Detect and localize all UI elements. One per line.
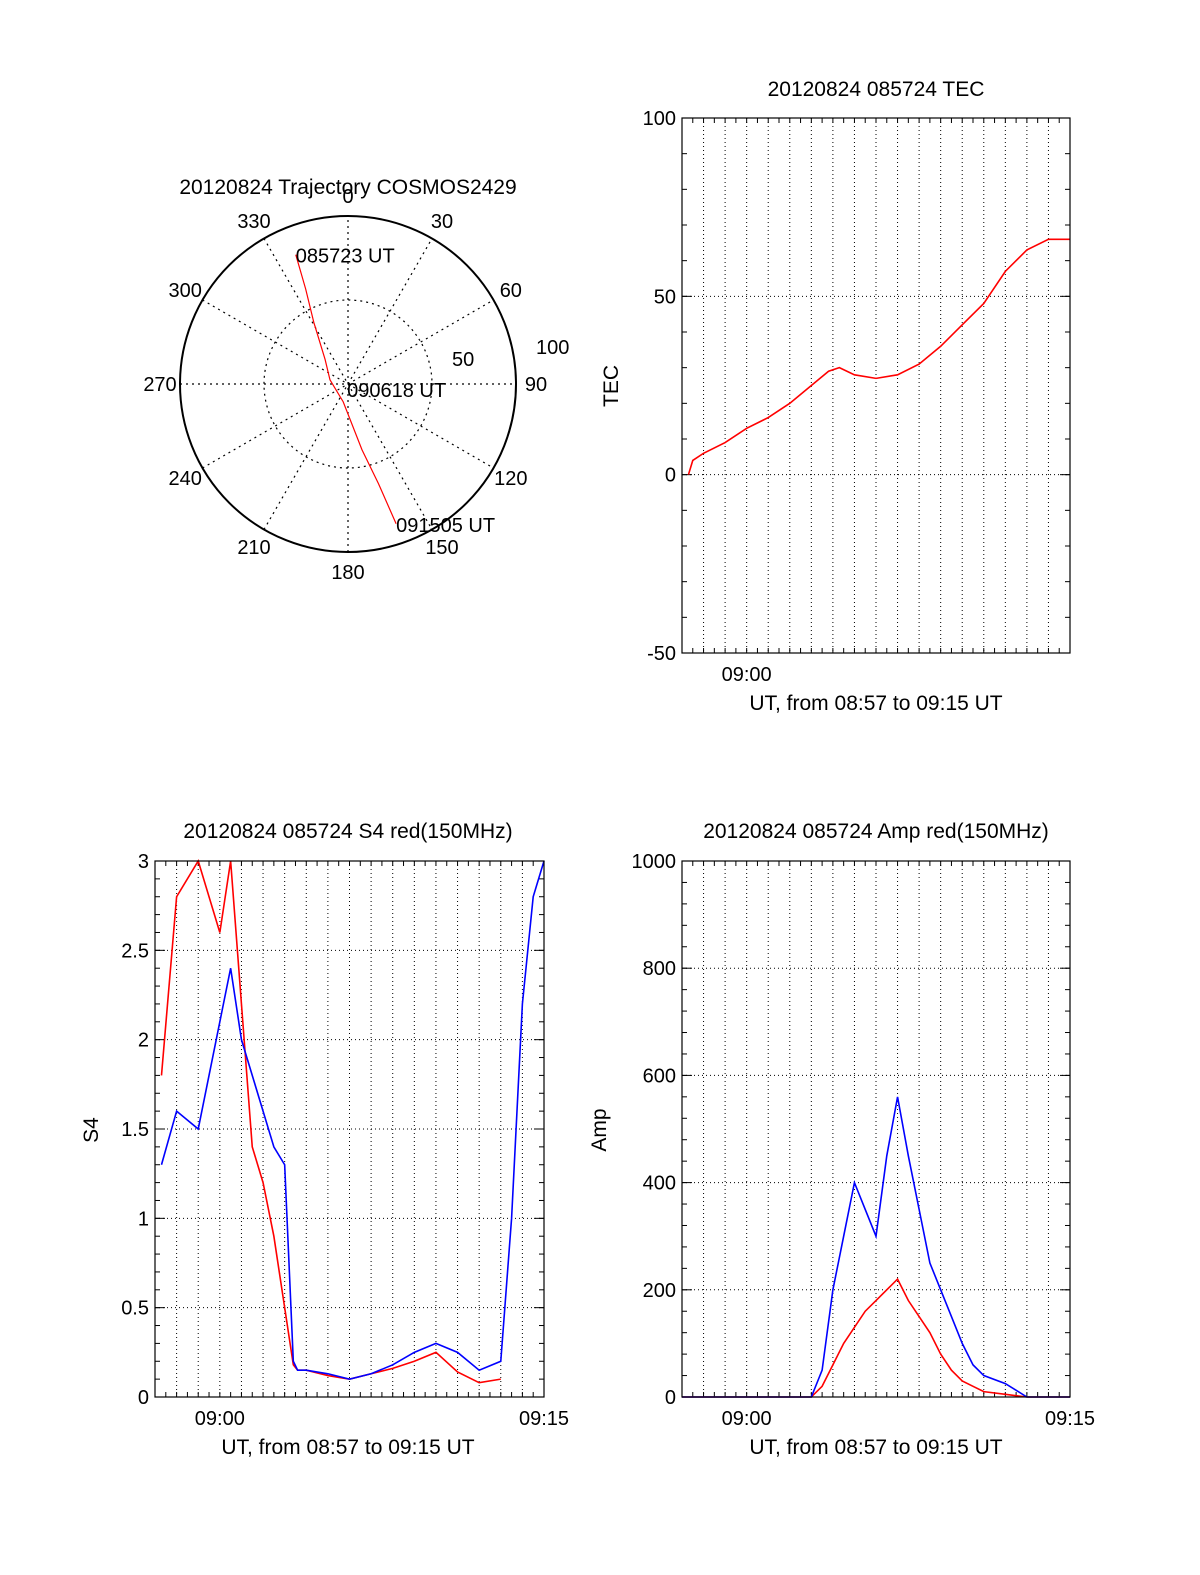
s4-ytick-label-3: 3: [138, 851, 149, 873]
tec-ytick-label-0: 0: [665, 465, 676, 487]
s4-series-0: [160, 859, 501, 1384]
amp-xtick-label-0900: 09:00: [722, 1408, 772, 1430]
trajectory-mid-label: 090618 UT: [347, 380, 446, 402]
s4-ytick-label-0: 0: [138, 1387, 149, 1409]
tec-plot-area: -50 0 50 100 09:00: [643, 108, 1071, 686]
polar-azimuth-label-0: 0: [342, 186, 353, 208]
amp-plot-area: 0 200 400 600 800 1000 09:00 09:15: [632, 851, 1096, 1430]
tec-ytick-label-50: 50: [654, 286, 676, 308]
polar-azimuth-label-90: 90: [525, 374, 547, 396]
polar-azimuth-label-30: 30: [431, 211, 453, 233]
tec-x-label: UT, from 08:57 to 09:15 UT: [749, 692, 1002, 715]
polar-azimuth-label-270: 270: [143, 374, 176, 396]
tec-xtick-label-0900: 09:00: [722, 664, 772, 686]
s4-frame: [154, 860, 545, 1398]
s4-y-label: S4: [80, 1117, 103, 1143]
trajectory-start-label: 085723 UT: [296, 246, 395, 268]
polar-azimuth-label-60: 60: [500, 280, 522, 302]
amp-ytick-label-1000: 1000: [632, 851, 677, 873]
s4-title: 20120824 085724 S4 red(150MHz): [183, 820, 512, 843]
polar-azimuth-label-180: 180: [331, 562, 364, 584]
polar-azimuth-label-300: 300: [168, 280, 201, 302]
polar-radial-label-50: 50: [452, 349, 474, 371]
amp-y-label: Amp: [588, 1108, 611, 1151]
amp-xtick-label-0915: 09:15: [1045, 1408, 1095, 1430]
amp-series-0: [682, 1277, 1070, 1398]
tec-frame: [681, 117, 1071, 654]
trajectory-end-label: 091505 UT: [396, 515, 495, 537]
amp-panel: 20120824 085724 Amp red(150MHz) 0 200 400 6…: [588, 820, 1095, 1459]
trajectory-line: [295, 254, 397, 525]
tec-y-label: TEC: [600, 365, 623, 407]
polar-azimuth-label-150: 150: [425, 537, 458, 559]
amp-x-label: UT, from 08:57 to 09:15 UT: [749, 1436, 1002, 1459]
s4-series-1: [160, 860, 545, 1380]
s4-ytick-label-2: 2: [138, 1030, 149, 1052]
polar-azimuth-labels: 0 30 60 90 120 150 180 210 240 270 300 330: [143, 186, 547, 584]
s4-ytick-label-1.5: 1.5: [121, 1119, 149, 1141]
amp-series-1: [682, 1096, 1070, 1398]
s4-plot-area: 0 0.5 1 1.5 2 2.5 3 09:00 09:15: [121, 851, 569, 1430]
amp-ytick-label-0: 0: [665, 1387, 676, 1409]
polar-azimuth-label-330: 330: [237, 211, 270, 233]
polar-azimuth-label-240: 240: [168, 468, 201, 490]
amp-ytick-label-800: 800: [643, 958, 676, 980]
amp-ytick-label-200: 200: [643, 1280, 676, 1302]
tec-title: 20120824 085724 TEC: [768, 78, 985, 101]
s4-ytick-label-1: 1: [138, 1208, 149, 1230]
s4-x-label: UT, from 08:57 to 09:15 UT: [221, 1436, 474, 1459]
s4-ytick-label-2.5: 2.5: [121, 940, 149, 962]
tec-panel: 20120824 085724 TEC -50 0 50 100 09:00 UT, f…: [600, 78, 1071, 715]
polar-azimuth-label-120: 120: [494, 468, 527, 490]
amp-ytick-label-600: 600: [643, 1065, 676, 1087]
tec-ytick-label--50: -50: [647, 643, 676, 665]
polar-radial-label-100: 100: [536, 337, 569, 359]
polar-spoke-150: [263, 238, 433, 530]
amp-title: 20120824 085724 Amp red(150MHz): [703, 820, 1049, 843]
trajectory-panel: 20120824 Trajectory COSMOS2429 0 30 60 90 12…: [143, 176, 569, 584]
tec-series-0: [687, 238, 1070, 475]
polar-azimuth-label-210: 210: [237, 537, 270, 559]
s4-xtick-label-0900: 09:00: [195, 1408, 245, 1430]
amp-frame: [681, 860, 1071, 1398]
s4-ytick-label-0.5: 0.5: [121, 1298, 149, 1320]
amp-ytick-label-400: 400: [643, 1173, 676, 1195]
s4-panel: 20120824 085724 S4 red(150MHz) 0 0.5 1 1.5 2…: [80, 820, 569, 1459]
polar-grid: [179, 215, 517, 553]
trajectory-title: 20120824 Trajectory COSMOS2429: [179, 176, 516, 199]
s4-xtick-label-0915: 09:15: [519, 1408, 569, 1430]
tec-ytick-label-100: 100: [643, 108, 676, 130]
